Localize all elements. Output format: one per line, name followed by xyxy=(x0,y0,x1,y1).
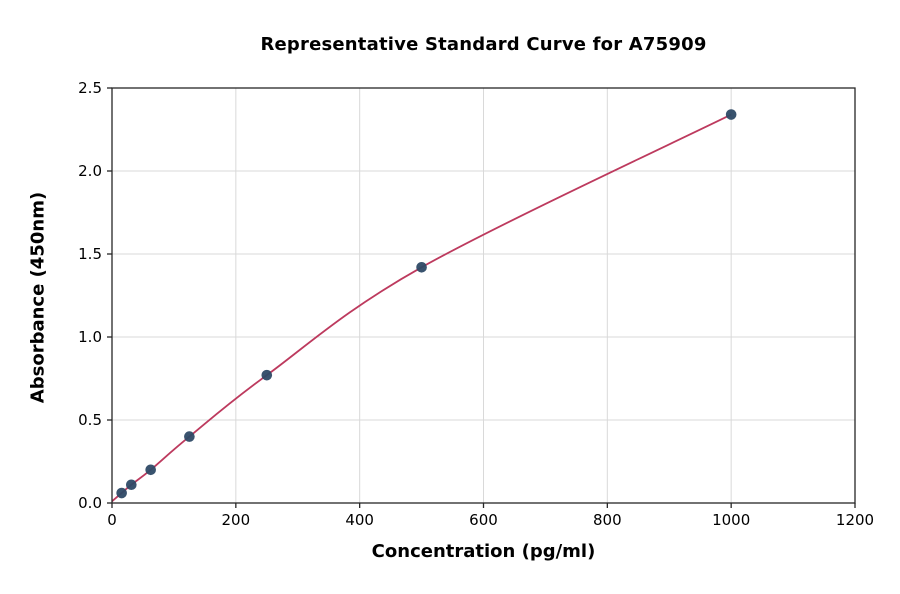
x-tick-label: 800 xyxy=(593,511,622,529)
fitted-curve xyxy=(111,113,732,503)
x-tick-label: 1200 xyxy=(836,511,874,529)
y-tick-label: 2.0 xyxy=(78,162,102,180)
data-point-marker xyxy=(416,261,427,273)
x-tick-label: 600 xyxy=(469,511,498,529)
y-tick-label: 2.5 xyxy=(78,79,102,97)
x-tick-label: 400 xyxy=(345,511,374,529)
chart-title: Representative Standard Curve for A75909 xyxy=(260,34,707,55)
x-tick-label: 0 xyxy=(107,511,117,529)
data-point-marker xyxy=(261,369,273,381)
x-axis-label: Concentration (pg/ml) xyxy=(371,541,596,562)
data-point-marker xyxy=(116,487,127,499)
data-point-marker xyxy=(184,431,195,442)
data-point-marker xyxy=(126,479,137,491)
y-tick-label: 1.0 xyxy=(78,328,102,346)
y-tick-label: 1.5 xyxy=(78,245,102,263)
y-tick-label: 0.5 xyxy=(78,411,102,429)
x-tick-label: 200 xyxy=(222,511,251,529)
x-tick-label: 1000 xyxy=(712,511,750,529)
data-point-marker xyxy=(145,464,156,476)
data-point-marker xyxy=(725,109,737,120)
y-tick-label: 0.0 xyxy=(78,494,102,512)
